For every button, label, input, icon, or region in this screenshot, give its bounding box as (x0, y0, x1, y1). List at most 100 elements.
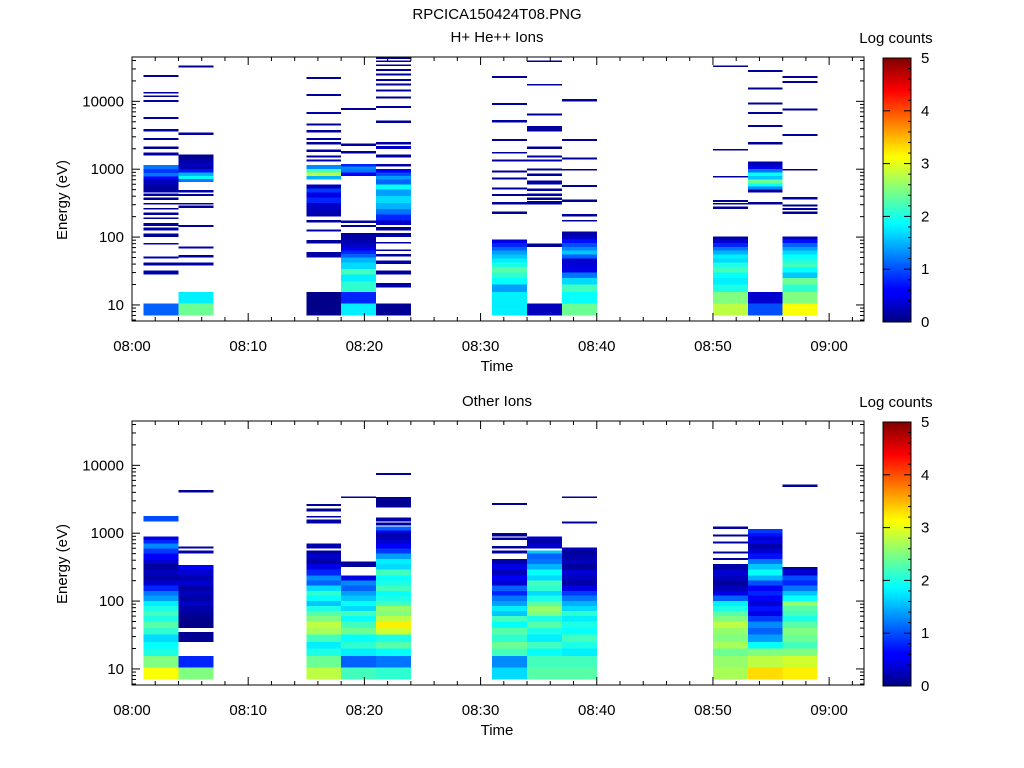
heatmap-cell (306, 192, 342, 198)
heatmap-cell (143, 548, 179, 554)
heatmap-cell (376, 569, 411, 576)
colorbar-tick-label: 2 (921, 572, 929, 589)
heatmap-cell (561, 605, 597, 611)
heatmap-cell (306, 94, 342, 96)
heatmap-cell (747, 616, 783, 622)
heatmap-cell (492, 177, 528, 180)
heatmap-cell (782, 277, 818, 285)
heatmap-cell (561, 550, 597, 554)
heatmap-cell (143, 165, 179, 170)
heatmap-cell (712, 601, 748, 606)
heatmap-cell (376, 64, 411, 67)
heatmap-cell (492, 277, 528, 285)
heatmap-cell (341, 621, 376, 629)
heatmap-cell (712, 236, 748, 240)
colorbar-tick-label: 2 (921, 208, 929, 225)
heatmap-cell (782, 236, 818, 240)
heatmap-cell (561, 610, 597, 617)
heatmap-cell (712, 591, 748, 596)
heatmap-cell (143, 262, 179, 266)
heatmap-cell (561, 521, 597, 524)
heatmap-cell (178, 303, 214, 316)
heatmap-cell (561, 656, 597, 668)
heatmap-cell (376, 145, 411, 149)
heatmap-cell (747, 648, 783, 657)
heatmap-cell (143, 634, 179, 642)
heatmap-cell (143, 95, 179, 98)
heatmap-cell (492, 533, 528, 537)
heatmap-cell (143, 197, 179, 201)
heatmap-cell (782, 211, 818, 214)
heatmap-cell (376, 241, 411, 244)
x-tick-labels: 08:00 08:10 08:20 08:30 08:40 08:50 09:00 (113, 338, 848, 355)
heatmap-cell (341, 648, 376, 657)
plot-frame (131, 56, 865, 322)
heatmap-cell (306, 634, 342, 642)
heatmap-cell (341, 166, 376, 170)
heatmap-cell (527, 193, 562, 197)
heatmap-cell (712, 250, 748, 255)
heatmap-cell (782, 566, 818, 570)
heatmap-cell (561, 641, 597, 649)
heatmap-cell (492, 151, 528, 154)
heatmap-cell (143, 129, 179, 132)
heatmap-cell (561, 564, 597, 570)
heatmap-cell (782, 108, 818, 111)
heatmap-cell (782, 239, 818, 243)
heatmap-cell (178, 158, 214, 163)
heatmap-cell (712, 616, 748, 622)
heatmap-cell (306, 591, 342, 596)
heatmap-cell (527, 656, 562, 668)
heatmap-cell (341, 667, 376, 680)
heatmap-cell (341, 601, 376, 606)
heatmap-cell (376, 610, 411, 617)
heatmap-cell (306, 628, 342, 635)
heatmap-cell (712, 262, 748, 268)
heatmap-cell (561, 99, 597, 102)
heatmap-cell (782, 303, 818, 316)
heatmap-cell (747, 201, 783, 205)
heatmap-cell (341, 220, 376, 224)
heatmap-cell (747, 628, 783, 635)
heatmap-cell (782, 601, 818, 606)
heatmap-cell (747, 142, 783, 145)
heatmap-cell (306, 202, 342, 211)
heatmap-cell (143, 169, 179, 173)
heatmap-cell (306, 575, 342, 581)
heatmap-cell (306, 155, 342, 158)
y-tick-label: 100 (99, 229, 124, 246)
heatmap-cell (782, 272, 818, 278)
x-tick-labels: 08:00 08:10 08:20 08:30 08:40 08:50 09:00 (113, 702, 848, 719)
heatmap-cell (561, 591, 597, 596)
heatmap-cell (306, 564, 342, 570)
heatmap-cell (747, 69, 783, 73)
heatmap-cell (341, 163, 376, 167)
heatmap-cell (561, 569, 597, 576)
heatmap-cell (143, 91, 179, 94)
heatmap-cell (782, 605, 818, 611)
heatmap-cell (143, 656, 179, 668)
heatmap-cell (341, 243, 376, 248)
heatmap-cell (747, 124, 783, 127)
heatmap-cell (341, 585, 376, 592)
heatmap-cell (376, 220, 411, 226)
heatmap-cell (178, 595, 214, 602)
heatmap-cell (341, 656, 376, 668)
heatmap-cell (376, 303, 411, 316)
heatmap-cell (782, 580, 818, 586)
heatmap-cell (376, 548, 411, 554)
colorbar-tick-label: 5 (921, 50, 929, 67)
heatmap-cell (178, 610, 214, 617)
heatmap-cell (376, 154, 411, 158)
heatmap-cell (143, 186, 179, 190)
heatmap-cell (561, 157, 597, 160)
heatmap-cell (561, 553, 597, 559)
heatmap-cell (376, 580, 411, 586)
colorbar-tick-label: 5 (921, 414, 929, 431)
heatmap-cell (782, 616, 818, 622)
heatmap-cell (712, 175, 748, 178)
heatmap-cell (527, 60, 562, 62)
heatmap-cell (178, 546, 214, 549)
heatmap-cell (782, 484, 818, 487)
heatmap-cell (178, 591, 214, 596)
